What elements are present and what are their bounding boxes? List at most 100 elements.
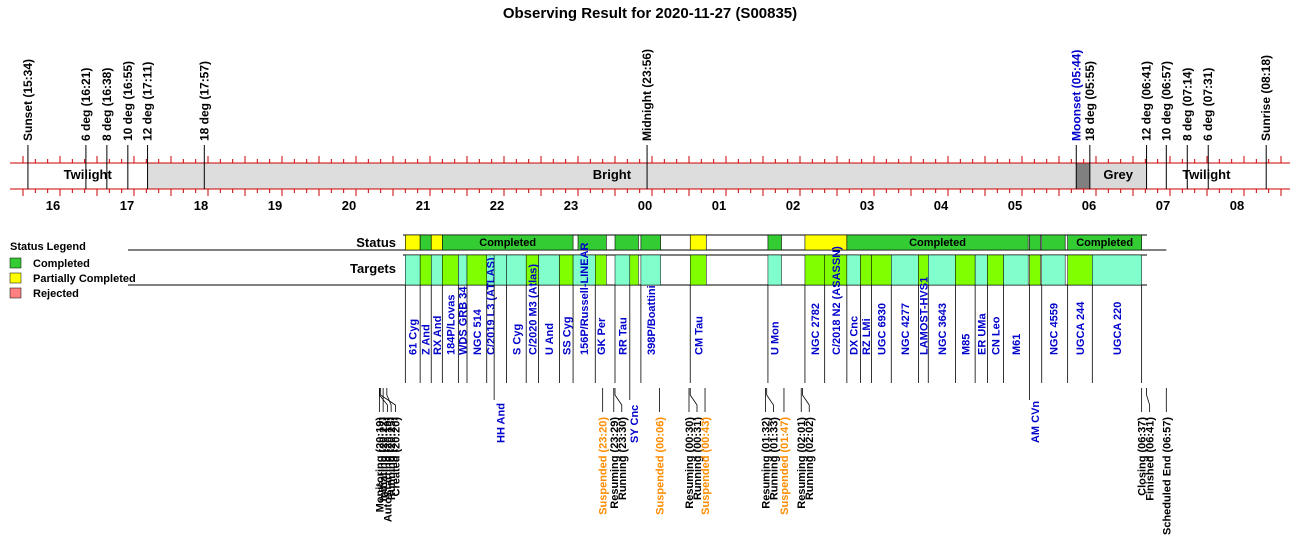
target-name-label: RZ LMi [861,318,873,355]
target-block [871,254,892,286]
status-block [405,234,421,251]
status-block-label: Completed [909,237,966,249]
target-block [1092,254,1142,286]
sky-phase-label: Grey [1103,167,1133,182]
event-label: Running (23:30) [617,417,629,500]
hour-tick-label: 20 [342,198,356,213]
event-label: Initiating (20:22) [378,417,390,502]
status-block [1067,234,1142,251]
legend-swatch [9,287,22,299]
event-label: Resuming (01:32) [760,417,772,509]
target-block [538,254,560,286]
sky-event-label: Sunrise (08:18) [1259,55,1273,141]
target-name-label: ER UMa [976,313,988,355]
target-block [640,254,661,286]
target-name-label: M85 [960,334,972,355]
target-block [987,254,1004,286]
event-label: Monitoring (20:19) [374,417,386,513]
target-block [955,254,976,286]
target-name-label: UGCA 220 [1112,302,1124,355]
chart-title: Observing Result for 2020-11-27 (S00835) [502,5,798,22]
event-connector [766,388,774,412]
target-block [1003,254,1029,286]
targets-row-label: Targets [350,261,396,276]
target-name-label: RX And [432,316,444,355]
sky-event-label: 18 deg (17:57) [197,61,211,141]
target-name-label: U Mon [770,321,782,355]
target-block [974,254,988,286]
target-block [442,254,459,286]
hour-tick-label: 05 [1008,198,1022,213]
target-block [891,254,919,286]
status-block [640,234,661,251]
target-block [689,254,707,286]
target-name-label: S Cyg [511,324,523,355]
status-block [442,234,574,251]
target-name-label: WDS GRB 34 [458,286,470,355]
target-name-label: 398P/Boattini [646,285,658,355]
status-block [577,234,607,251]
status-block [430,234,443,251]
target-block [493,254,507,286]
target-name-label: Z And [421,324,433,355]
target-name-label: U And [544,323,556,355]
target-block [419,254,432,286]
target-name-label: DX Cnc [849,316,861,355]
legend-swatch [9,257,22,269]
legend-title: Status Legend [10,241,86,253]
target-name-label: SS Cyg [561,316,573,355]
target-block [458,254,468,286]
event-label: Suspended (01:47) [779,417,791,515]
target-block [1067,254,1093,286]
sky-event-label: 10 deg (06:57) [1159,61,1173,141]
sky-phase-label: Twilight [64,167,113,182]
target-block [1041,254,1066,286]
sky-phase-label: Twilight [1182,167,1231,182]
event-label: Resuming (23:29) [609,417,621,509]
event-label: Suspended (00:43) [700,417,712,515]
event-label: Running (00:31) [692,417,704,500]
event-connector [380,388,396,412]
target-block [629,254,639,286]
sky-event-label: Moonset (05:44) [1069,50,1083,141]
event-label: Suspended (00:06) [654,417,666,515]
target-name-label: LAMOST-HVS1 [918,277,930,355]
hour-tick-label: 02 [786,198,800,213]
hour-tick-label: 01 [712,198,726,213]
event-connector [386,388,392,412]
event-label: Resuming (02:01) [796,417,808,509]
hour-tick-label: 08 [1230,198,1244,213]
target-name-label: UGC 6930 [876,303,888,355]
event-connector [689,388,698,412]
target-block [860,254,872,286]
status-block [419,234,432,251]
target-block [1029,254,1041,286]
target-name-label: CN Leo [990,316,1002,355]
status-block [1041,234,1066,251]
hour-tick-label: 23 [564,198,578,213]
target-block [595,254,607,286]
target-block [767,254,782,286]
target-name-label: NGC 2782 [810,303,822,355]
sky-event-label: 18 deg (05:55) [1083,61,1097,141]
target-name-label: UGCA 244 [1075,301,1087,355]
target-name-label: AM CVn [1030,401,1042,443]
sky-event-label: 8 deg (07:14) [1180,68,1194,141]
event-label: Created (20:20) [390,417,402,497]
event-label: Running (01:33) [768,417,780,500]
target-block [506,254,527,286]
event-connector [614,388,623,412]
sky-event-label: Sunset (15:34) [21,59,35,141]
hour-tick-label: 21 [416,198,430,213]
hour-tick-label: 00 [638,198,652,213]
legend-label: Completed [33,258,90,270]
status-block [689,234,707,251]
sky-phase [147,163,1077,189]
event-label: Resuming (00:30) [684,417,696,509]
sky-event-label: 12 deg (06:41) [1140,61,1154,141]
event-label: Running (02:02) [804,417,816,500]
target-block [614,254,631,286]
target-block [405,254,421,286]
event-label: Closing (06:37) [1137,417,1149,496]
